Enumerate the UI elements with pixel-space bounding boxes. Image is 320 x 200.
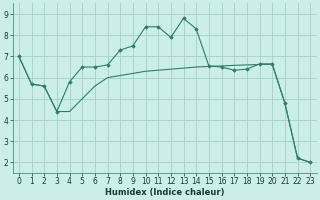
X-axis label: Humidex (Indice chaleur): Humidex (Indice chaleur) (105, 188, 224, 197)
